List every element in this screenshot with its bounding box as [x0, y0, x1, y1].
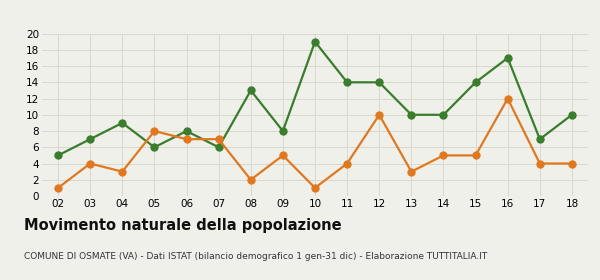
Text: Movimento naturale della popolazione: Movimento naturale della popolazione — [24, 218, 341, 234]
Decessi — [215, 137, 222, 141]
Nascite — [215, 146, 222, 149]
Nascite — [472, 81, 479, 84]
Text: COMUNE DI OSMATE (VA) - Dati ISTAT (bilancio demografico 1 gen-31 dic) - Elabora: COMUNE DI OSMATE (VA) - Dati ISTAT (bila… — [24, 252, 487, 261]
Nascite — [440, 113, 447, 116]
Line: Decessi: Decessi — [55, 95, 575, 191]
Decessi — [279, 154, 286, 157]
Nascite — [504, 56, 511, 60]
Decessi — [472, 154, 479, 157]
Decessi — [504, 97, 511, 100]
Nascite — [247, 89, 254, 92]
Line: Nascite: Nascite — [55, 38, 575, 159]
Nascite — [408, 113, 415, 116]
Decessi — [376, 113, 383, 116]
Nascite — [55, 154, 62, 157]
Decessi — [86, 162, 94, 165]
Decessi — [119, 170, 126, 173]
Nascite — [568, 113, 575, 116]
Decessi — [408, 170, 415, 173]
Nascite — [344, 81, 351, 84]
Nascite — [376, 81, 383, 84]
Nascite — [536, 137, 544, 141]
Decessi — [311, 186, 319, 190]
Decessi — [183, 137, 190, 141]
Nascite — [311, 40, 319, 43]
Decessi — [247, 178, 254, 181]
Decessi — [536, 162, 544, 165]
Nascite — [151, 146, 158, 149]
Decessi — [151, 129, 158, 133]
Decessi — [344, 162, 351, 165]
Nascite — [183, 129, 190, 133]
Nascite — [86, 137, 94, 141]
Decessi — [568, 162, 575, 165]
Nascite — [119, 121, 126, 125]
Nascite — [279, 129, 286, 133]
Decessi — [440, 154, 447, 157]
Decessi — [55, 186, 62, 190]
